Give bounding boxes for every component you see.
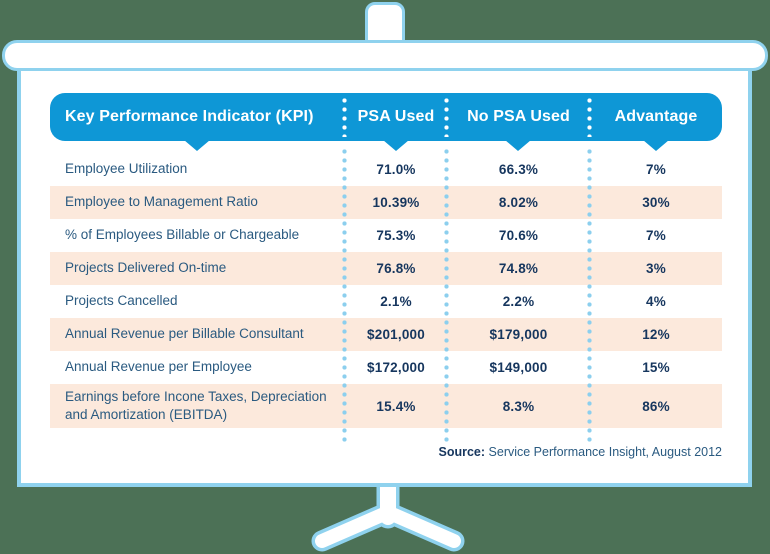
table-body: Employee Utilization 71.0% 66.3% 7% Employee…: [50, 153, 722, 429]
kpi-value: $172,000: [367, 360, 425, 375]
source-text: Service Performance Insight, August 2012: [488, 445, 722, 460]
table-row: Employee Utilization 71.0% 66.3% 7%: [50, 153, 722, 186]
kpi-value: 10.39%: [372, 195, 420, 210]
kpi-value: 4%: [646, 294, 666, 309]
kpi-value: 8.02%: [498, 195, 539, 210]
table-row: Annual Revenue per Employee $172,000 $149,…: [50, 351, 722, 384]
column-separator-dots: [444, 149, 449, 443]
source-label: Source:: [438, 445, 486, 460]
kpi-value: 12%: [642, 327, 670, 342]
column-separator-dots: [587, 98, 592, 137]
kpi-label: Annual Revenue per Billable Consultant: [65, 326, 304, 342]
kpi-value: 75.3%: [376, 228, 416, 243]
kpi-value: 3%: [646, 261, 666, 276]
column-separator-dots: [342, 98, 347, 137]
kpi-value: 2.2%: [502, 294, 535, 309]
kpi-value: 7%: [646, 228, 666, 243]
kpi-label: % of Employees Billable or Chargeable: [65, 227, 300, 243]
kpi-value: 74.8%: [498, 261, 539, 276]
column-separator-dots: [444, 98, 449, 137]
kpi-label: Projects Delivered On-time: [65, 260, 227, 276]
column-header-no-psa-used: No PSA Used: [467, 108, 570, 125]
screen-top-bar: [2, 40, 768, 71]
kpi-value: 76.8%: [376, 261, 416, 276]
header-pointer-no-psa-used: [505, 140, 531, 151]
column-header-psa-used: PSA Used: [357, 108, 435, 125]
column-separator-dots: [587, 149, 592, 443]
kpi-value: 71.0%: [376, 162, 416, 177]
column-header-kpi: Key Performance Indicator (KPI): [65, 108, 314, 125]
kpi-label: Employee Utilization: [65, 161, 188, 177]
kpi-value: $149,000: [489, 360, 548, 375]
kpi-value: 15%: [642, 360, 670, 375]
kpi-table: Key Performance Indicator (KPI) PSA Used…: [50, 93, 722, 459]
source-attribution: Source: Service Performance Insight, Aug…: [50, 445, 723, 460]
header-pointer-advantage: [643, 140, 669, 151]
kpi-value: 2.1%: [380, 294, 412, 309]
kpi-value: 7%: [646, 162, 666, 177]
column-header-advantage: Advantage: [614, 108, 698, 125]
kpi-value: 8.3%: [502, 398, 535, 414]
header-pointer-psa-used: [383, 140, 409, 151]
table-row: Projects Cancelled 2.1% 2.2% 4%: [50, 285, 722, 318]
kpi-value: 15.4%: [376, 398, 416, 414]
kpi-value: 30%: [642, 195, 670, 210]
table-header: Key Performance Indicator (KPI) PSA Used…: [50, 93, 722, 141]
table-row: Employee to Management Ratio 10.39% 8.02% 3…: [50, 186, 722, 219]
kpi-value: 66.3%: [498, 162, 539, 177]
table-row: Annual Revenue per Billable Consultant $2…: [50, 318, 722, 351]
kpi-value: $179,000: [489, 327, 548, 342]
column-separator-dots: [342, 149, 347, 443]
kpi-label: Projects Cancelled: [65, 293, 178, 309]
table-row: Projects Delivered On-time 76.8% 74.8% 3%: [50, 252, 722, 285]
kpi-label: Employee to Management Ratio: [65, 194, 258, 210]
kpi-label: Annual Revenue per Employee: [65, 359, 252, 375]
table-row: Earnings before Incone Taxes, Depreciati…: [50, 384, 722, 429]
kpi-label: Earnings before Incone Taxes, Depreciati…: [65, 389, 327, 423]
kpi-value: 86%: [642, 398, 670, 414]
kpi-value: $201,000: [367, 327, 425, 342]
kpi-value: 70.6%: [498, 228, 539, 243]
header-pointer-kpi: [184, 140, 210, 151]
table-row: % of Employees Billable or Chargeable 75.…: [50, 219, 722, 252]
